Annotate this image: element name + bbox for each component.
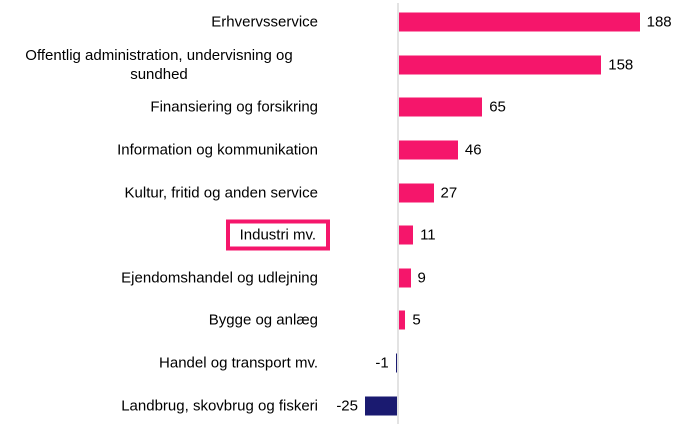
category-label: Bygge og anlæg <box>208 311 318 329</box>
bar <box>399 140 458 160</box>
bar <box>399 310 406 330</box>
value-label: 9 <box>417 269 426 287</box>
value-label: 11 <box>420 226 436 244</box>
axis-baseline <box>397 3 399 424</box>
value-label: 5 <box>412 311 421 329</box>
category-label: Erhvervsservice <box>211 13 318 31</box>
category-label: Landbrug, skovbrug og fiskeri <box>121 397 318 415</box>
chart-row: Bygge og anlæg 5 <box>0 299 700 342</box>
category-label: Ejendomshandel og udlejning <box>121 269 318 287</box>
bar <box>399 55 602 75</box>
value-label: 65 <box>489 98 506 116</box>
bar <box>399 12 640 32</box>
chart-row: Erhvervsservice 188 <box>0 1 700 44</box>
chart-row: Offentlig administration, undervisning o… <box>0 44 700 87</box>
category-label: Handel og transport mv. <box>159 354 318 372</box>
chart-row: Finansiering og forsikring 65 <box>0 86 700 129</box>
category-label: Offentlig administration, undervisning o… <box>25 46 293 83</box>
category-label: Kultur, fritid og anden service <box>124 184 318 202</box>
category-label: Finansiering og forsikring <box>150 98 318 116</box>
chart-row: Information og kommunikation 46 <box>0 129 700 172</box>
chart-row: Landbrug, skovbrug og fiskeri -25 <box>0 384 700 427</box>
category-label: Information og kommunikation <box>117 141 318 159</box>
bar <box>365 396 397 416</box>
chart-row: Ejendomshandel og udlejning 9 <box>0 257 700 300</box>
bar <box>399 225 414 245</box>
value-label: 27 <box>440 184 458 202</box>
category-label-highlighted: Industri mv. <box>225 219 330 251</box>
bar <box>399 97 483 117</box>
chart-row: Kultur, fritid og anden service 27 <box>0 171 700 214</box>
value-label: -1 <box>375 354 389 372</box>
bar <box>395 353 397 373</box>
value-label: 158 <box>608 56 634 74</box>
bar <box>399 268 411 288</box>
bar <box>399 183 434 203</box>
chart-row: Industri mv. 11 <box>0 214 700 257</box>
value-label: 46 <box>464 141 482 159</box>
value-label: -25 <box>336 397 358 415</box>
value-label: 188 <box>646 13 672 31</box>
chart-row: Handel og transport mv. -1 <box>0 342 700 385</box>
